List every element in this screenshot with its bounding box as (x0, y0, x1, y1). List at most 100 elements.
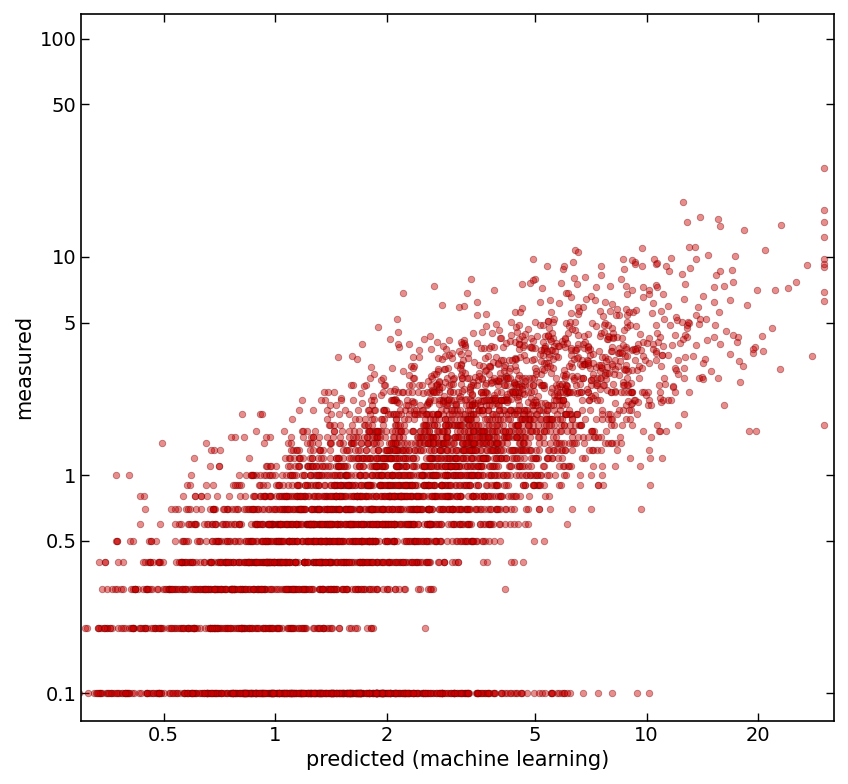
Point (387, 408, 400, 421)
Point (324, 503, 338, 515)
Point (614, 354, 628, 367)
Point (423, 393, 437, 405)
Point (255, 583, 269, 596)
Point (476, 395, 489, 408)
Point (558, 419, 572, 431)
Point (260, 460, 274, 473)
Point (353, 469, 366, 481)
Point (366, 490, 380, 503)
Point (462, 398, 476, 411)
Point (282, 535, 296, 547)
Point (379, 452, 393, 464)
Point (478, 424, 492, 437)
Point (505, 444, 519, 456)
Point (283, 687, 297, 699)
Point (185, 583, 198, 596)
Point (338, 503, 352, 515)
Point (449, 460, 462, 473)
Point (255, 583, 269, 596)
Point (412, 350, 426, 363)
Point (491, 444, 505, 456)
Point (422, 430, 436, 443)
Point (470, 452, 483, 464)
Point (584, 374, 598, 387)
Point (316, 452, 330, 464)
Point (502, 460, 516, 473)
Point (566, 370, 579, 383)
Point (324, 556, 338, 568)
Point (215, 622, 229, 634)
Point (264, 460, 277, 473)
Point (544, 366, 557, 379)
Point (435, 430, 449, 443)
Point (298, 556, 312, 568)
Point (472, 359, 486, 372)
Point (453, 469, 466, 481)
Point (441, 419, 455, 431)
Point (274, 535, 287, 547)
Point (370, 687, 383, 699)
Point (460, 517, 474, 530)
Point (438, 376, 451, 388)
Point (486, 356, 499, 368)
Point (483, 361, 496, 373)
Point (265, 687, 278, 699)
Point (428, 469, 442, 481)
Point (556, 460, 570, 473)
Point (203, 503, 216, 515)
Point (307, 622, 321, 634)
Point (342, 444, 355, 456)
Point (546, 430, 560, 443)
Point (300, 479, 314, 492)
Point (633, 460, 647, 473)
Point (469, 503, 483, 515)
Point (249, 622, 263, 634)
Point (432, 408, 445, 421)
Point (189, 687, 203, 699)
Point (388, 419, 402, 431)
Point (382, 687, 396, 699)
Point (303, 535, 316, 547)
Point (337, 452, 350, 464)
Point (371, 517, 384, 530)
Point (323, 437, 337, 449)
Point (321, 517, 334, 530)
Point (432, 517, 446, 530)
Point (285, 687, 298, 699)
Point (533, 479, 546, 492)
Point (372, 503, 386, 515)
Point (289, 469, 303, 481)
Point (493, 398, 506, 411)
Point (282, 535, 295, 547)
Point (389, 517, 403, 530)
Point (321, 687, 334, 699)
Point (189, 687, 203, 699)
Point (266, 687, 280, 699)
Point (478, 413, 492, 426)
Point (285, 583, 298, 596)
Point (416, 490, 430, 503)
Point (406, 452, 420, 464)
Point (483, 398, 496, 411)
Point (412, 469, 426, 481)
Point (407, 687, 421, 699)
Point (544, 386, 558, 398)
Point (749, 424, 762, 437)
Point (584, 374, 598, 387)
Point (327, 419, 341, 431)
Point (507, 379, 521, 391)
Point (338, 490, 352, 503)
Point (748, 340, 762, 353)
Point (410, 503, 423, 515)
Point (455, 687, 469, 699)
Point (224, 622, 237, 634)
Point (378, 460, 392, 473)
Point (534, 379, 548, 391)
Point (139, 687, 153, 699)
Point (471, 460, 485, 473)
Point (427, 535, 441, 547)
Point (543, 332, 556, 345)
Point (489, 444, 503, 456)
Point (486, 408, 499, 421)
Point (477, 469, 490, 481)
